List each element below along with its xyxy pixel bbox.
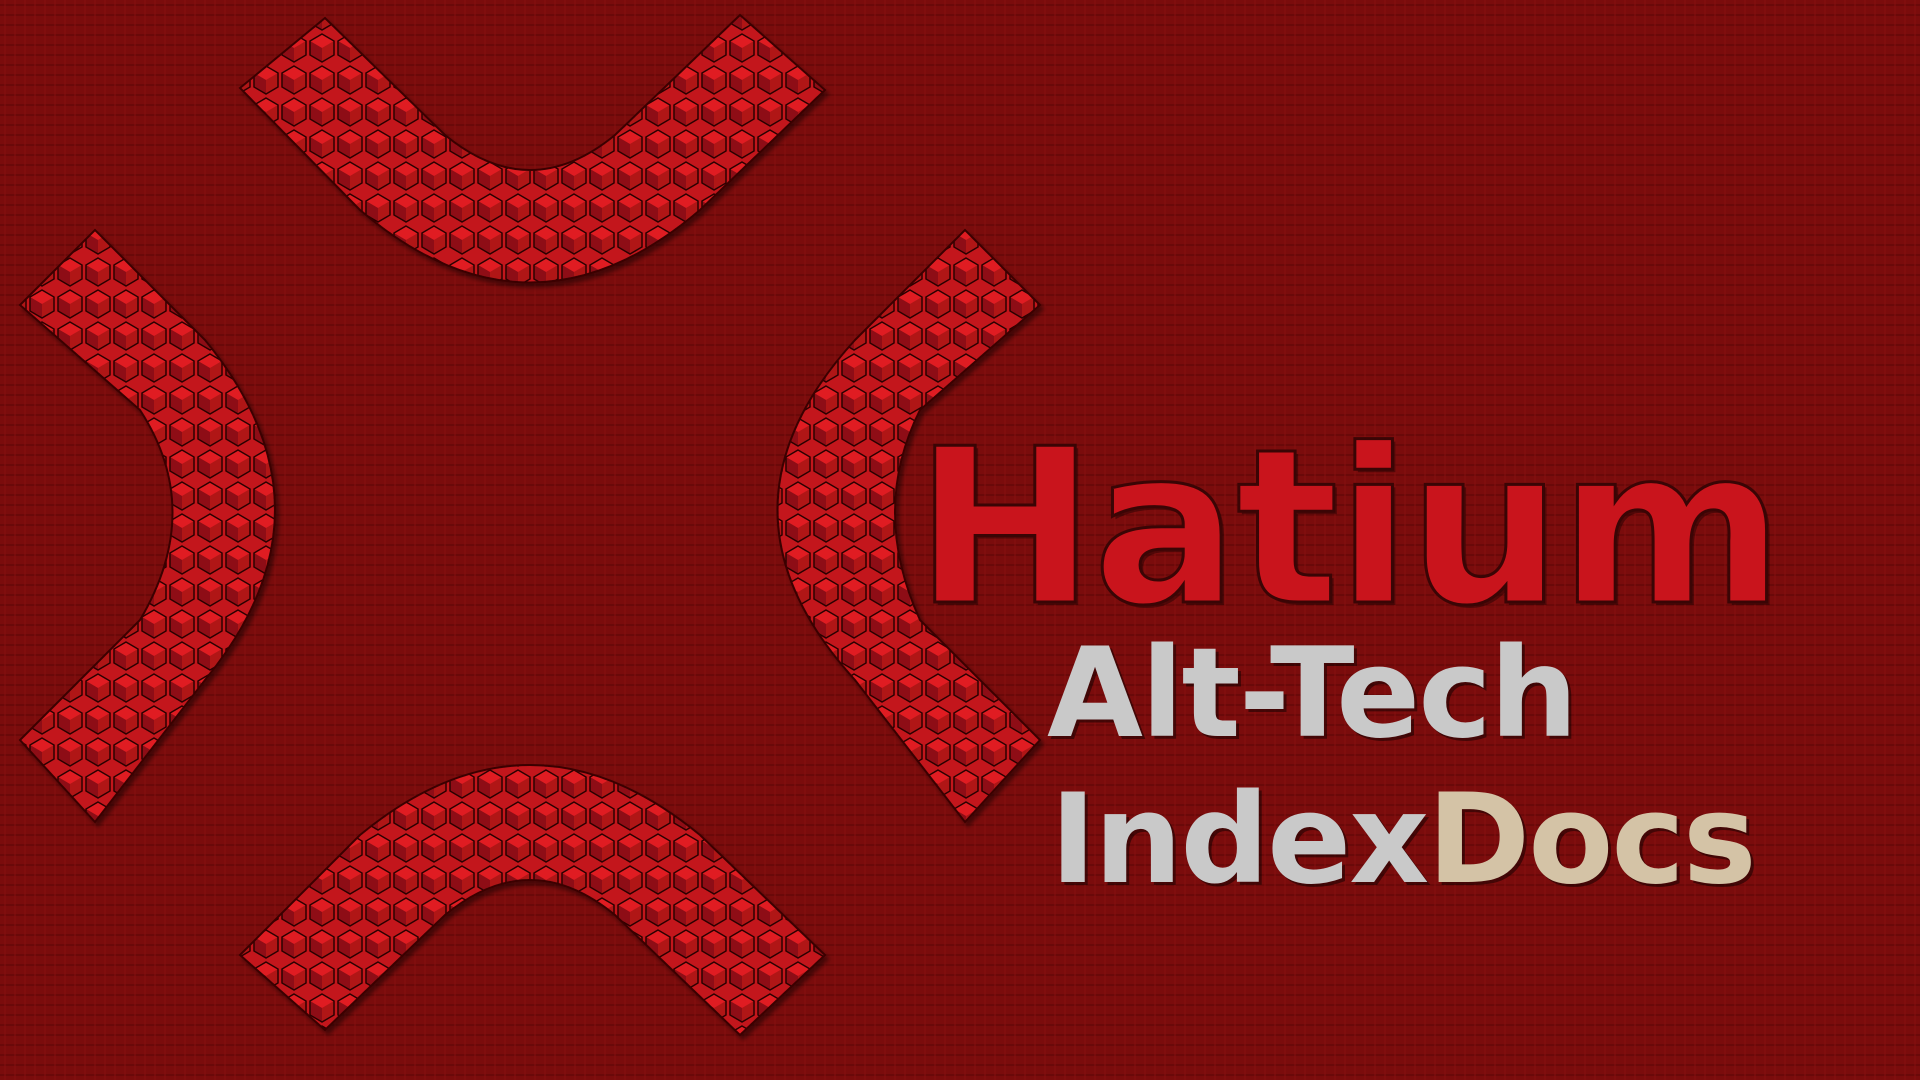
docs-word: Docs — [1427, 768, 1756, 912]
top-arc-shape — [238, 13, 827, 284]
index-word: Index — [1050, 768, 1429, 912]
index-docs-heading: IndexDocs — [1050, 778, 1757, 902]
right-arc-shape — [776, 228, 1042, 824]
hatium-wordmark: Hatium — [914, 402, 1786, 653]
bottom-arc-shape — [238, 764, 827, 1037]
left-arc-shape — [18, 228, 276, 824]
alt-tech-heading: Alt-Tech — [1047, 622, 1578, 766]
